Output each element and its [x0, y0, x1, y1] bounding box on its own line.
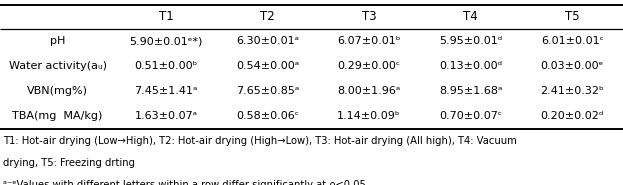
Text: 7.65±0.85ᵃ: 7.65±0.85ᵃ [236, 86, 299, 96]
Text: pH: pH [50, 36, 65, 46]
Text: 6.01±0.01ᶜ: 6.01±0.01ᶜ [541, 36, 604, 46]
Text: 1.14±0.09ᵇ: 1.14±0.09ᵇ [337, 111, 401, 121]
Text: 0.54±0.00ᵃ: 0.54±0.00ᵃ [236, 61, 299, 71]
Text: 0.51±0.00ᵇ: 0.51±0.00ᵇ [135, 61, 197, 71]
Text: 0.29±0.00ᶜ: 0.29±0.00ᶜ [338, 61, 401, 71]
Text: TBA(mg  MA/kg): TBA(mg MA/kg) [12, 111, 103, 121]
Text: T1: T1 [159, 10, 173, 23]
Text: 0.03±0.00ᵉ: 0.03±0.00ᵉ [541, 61, 604, 71]
Text: T1: Hot-air drying (Low→High), T2: Hot-air drying (High→Low), T3: Hot-air drying: T1: Hot-air drying (Low→High), T2: Hot-a… [3, 136, 517, 146]
Text: ᵃ⁻ᵉValues with different letters within a row differ significantly at ρ<0.05: ᵃ⁻ᵉValues with different letters within … [3, 180, 366, 185]
Text: 0.13±0.00ᵈ: 0.13±0.00ᵈ [439, 61, 502, 71]
Text: 0.70±0.07ᶜ: 0.70±0.07ᶜ [439, 111, 502, 121]
Text: 5.90±0.01ᵉ*): 5.90±0.01ᵉ*) [130, 36, 202, 46]
Text: VBN(mg%): VBN(mg%) [27, 86, 88, 96]
Text: 0.20±0.02ᵈ: 0.20±0.02ᵈ [541, 111, 604, 121]
Text: T5: T5 [565, 10, 579, 23]
Text: 6.30±0.01ᵃ: 6.30±0.01ᵃ [236, 36, 299, 46]
Text: drying, T5: Freezing drting: drying, T5: Freezing drting [3, 158, 135, 168]
Text: T4: T4 [464, 10, 478, 23]
Text: 5.95±0.01ᵈ: 5.95±0.01ᵈ [439, 36, 502, 46]
Text: T3: T3 [362, 10, 376, 23]
Text: 0.58±0.06ᶜ: 0.58±0.06ᶜ [236, 111, 299, 121]
Text: 6.07±0.01ᵇ: 6.07±0.01ᵇ [338, 36, 401, 46]
Text: T2: T2 [260, 10, 275, 23]
Text: 8.00±1.96ᵃ: 8.00±1.96ᵃ [338, 86, 401, 96]
Text: 1.63±0.07ᵃ: 1.63±0.07ᵃ [135, 111, 197, 121]
Text: 2.41±0.32ᵇ: 2.41±0.32ᵇ [540, 86, 604, 96]
Text: 7.45±1.41ᵃ: 7.45±1.41ᵃ [135, 86, 197, 96]
Text: 8.95±1.68ᵃ: 8.95±1.68ᵃ [439, 86, 502, 96]
Text: Water activity(aᵤ): Water activity(aᵤ) [9, 61, 107, 71]
